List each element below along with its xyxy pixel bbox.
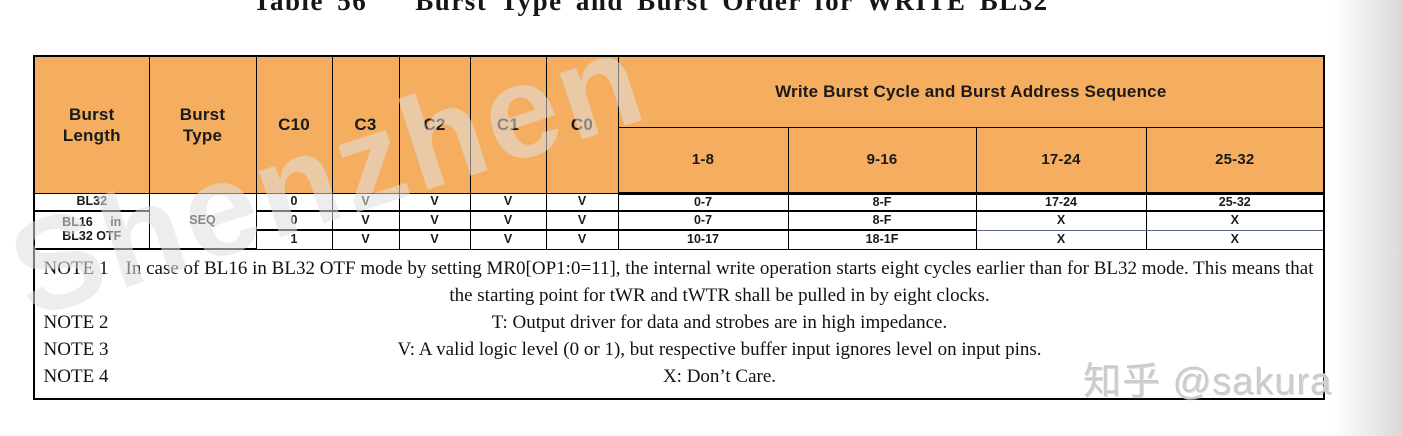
cell-r1-c3: V [331, 192, 400, 212]
cell-r1-c2: V [398, 192, 471, 212]
cell-r1-c10: 0 [255, 192, 333, 212]
subheader-1-8: 1-8 [617, 126, 789, 195]
header-c10: C10 [255, 55, 333, 194]
note-3-text: V: A valid logic level (0 or 1), but res… [397, 339, 1042, 361]
header-burst-length: Burst Length [33, 55, 150, 194]
subheader-25-32: 25-32 [1145, 126, 1325, 195]
header-burst-type: Burst Type [148, 55, 257, 194]
header-c3: C3 [331, 55, 400, 194]
cell-r2-dont-care-25-32: X [1145, 210, 1325, 231]
header-c1: C1 [469, 55, 547, 194]
header-burst-type-label: Burst Type [179, 104, 226, 145]
note-2: NOTE 2 T: Output driver for data and str… [35, 310, 1323, 336]
table-caption: Table 56 Burst Type and Burst Order for … [0, 0, 1402, 31]
cell-r2-dont-care-17-24: X [975, 210, 1147, 231]
cell-r2-c0: V [545, 210, 619, 231]
cell-r3-seq-9-16: 18-1F [787, 229, 977, 250]
header-c2: C2 [398, 55, 471, 194]
header-write-burst-group: Write Burst Cycle and Burst Address Sequ… [617, 55, 1325, 128]
page-edge-shading [1332, 0, 1402, 436]
note-4: NOTE 4 X: Don’t Care. [35, 364, 1323, 390]
header-row-sub: 1-8 9-16 17-24 25-32 [34, 126, 1325, 195]
table-row-bl16-otf-b: 1 V V V V 10-17 18-1F X X [34, 229, 1325, 250]
notes-section: NOTE 1 In case of BL16 in BL32 OTF mode … [33, 248, 1325, 400]
cell-r3-seq-1-8: 10-17 [617, 229, 789, 250]
table-row-bl16-otf-a: BL16 in BL32 OTF 0 V V V V 0-7 8-F X X [33, 210, 1325, 250]
note-3-label: NOTE 3 [43, 339, 109, 361]
cell-r3-dont-care-25-32: X [1145, 229, 1325, 250]
note-2-label: NOTE 2 [43, 311, 109, 333]
burst-order-table: Burst Length Burst Type C10 C3 C2 C1 C0 … [33, 55, 1326, 400]
note-1-label: NOTE 1 [43, 258, 109, 280]
cell-r3-dont-care-17-24: X [975, 229, 1147, 250]
note-4-label: NOTE 4 [43, 366, 109, 388]
header-burst-length-label: Burst Length [62, 104, 121, 145]
note-2-text: T: Output driver for data and strobes ar… [491, 311, 948, 333]
notes-row: NOTE 1 In case of BL16 in BL32 OTF mode … [33, 248, 1325, 400]
cell-r3-c2: V [398, 229, 471, 250]
cell-bl16-line1: BL16 in [62, 215, 122, 230]
note-3: NOTE 3 V: A valid logic level (0 or 1), … [35, 337, 1323, 363]
cell-r1-seq-9-16: 8-F [787, 192, 977, 212]
cell-r1-seq-17-24: 17-24 [975, 192, 1147, 212]
cell-r1-seq-1-8: 0-7 [617, 192, 789, 212]
cell-r2-c2: V [398, 210, 471, 231]
cell-bl16-line2: BL32 OTF [62, 229, 122, 243]
cell-burst-length-bl32: BL32 [33, 192, 150, 212]
cell-r1-seq-25-32: 25-32 [1145, 192, 1325, 212]
cell-r2-c1: V [469, 210, 547, 231]
cell-r2-c10: 0 [255, 210, 333, 231]
header-row-top: Burst Length Burst Type C10 C3 C2 C1 C0 … [33, 55, 1325, 194]
cell-burst-length-bl16-otf: BL16 in BL32 OTF [33, 210, 150, 250]
cell-r2-seq-1-8: 0-7 [617, 210, 789, 231]
table-row-bl32: BL32 SEQ 0 V V V V 0-7 8-F 17-24 25-32 [33, 192, 1325, 250]
cell-r2-seq-9-16: 8-F [787, 210, 977, 231]
table-caption-line: Table 56 Burst Type and Burst Order for … [253, 0, 1049, 17]
cell-r3-c10: 1 [255, 229, 333, 250]
cell-r2-c3: V [331, 210, 400, 231]
cell-r3-c0: V [545, 229, 619, 250]
cell-r1-c1: V [469, 192, 547, 212]
cell-r3-c1: V [469, 229, 547, 250]
table-caption-text: Burst Type and Burst Order for WRITE BL3… [415, 0, 1049, 16]
cell-burst-type-seq: SEQ [148, 192, 257, 250]
cell-r1-c0: V [545, 192, 619, 212]
table-caption-number: Table 56 [253, 0, 368, 16]
note-1-text: In case of BL16 in BL32 OTF mode by sett… [125, 258, 1314, 306]
note-4-text: X: Don’t Care. [662, 366, 777, 388]
cell-r3-c3: V [331, 229, 400, 250]
subheader-9-16: 9-16 [787, 126, 977, 195]
header-c0: C0 [545, 55, 619, 194]
note-1: NOTE 1 In case of BL16 in BL32 OTF mode … [35, 256, 1323, 308]
subheader-17-24: 17-24 [975, 126, 1147, 195]
